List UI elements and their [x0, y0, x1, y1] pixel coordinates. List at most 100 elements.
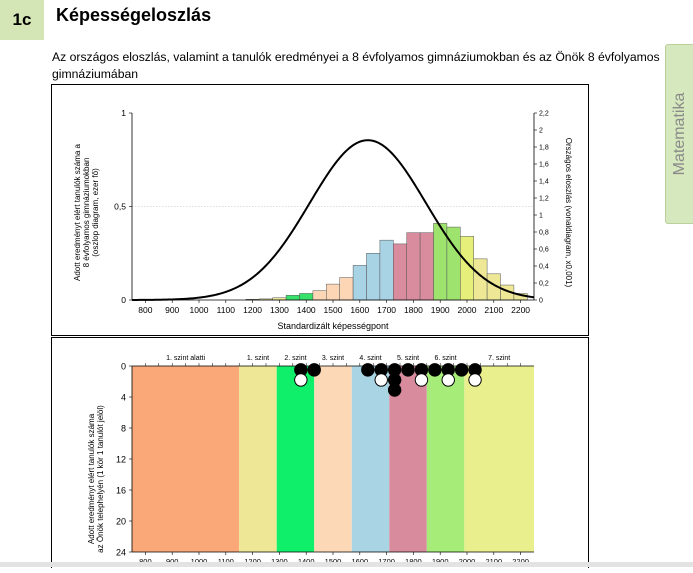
student-marker [401, 363, 415, 377]
distribution-chart-frame: 800 900 1000 1100 1200 1300 1400 1500 1600 1700 18… [51, 84, 589, 336]
x-tick-label: 1700 [378, 557, 395, 566]
y2-axis-label: Országos eloszlás (vonaldiagram, x0,001) [564, 138, 573, 288]
level-label: 1. szint [247, 355, 269, 362]
x-tick-label: 1300 [270, 305, 289, 315]
x-tick-label: 800 [139, 557, 152, 566]
y2-tick-label: 1 [539, 213, 543, 220]
y2-tick-label: 0,2 [539, 281, 549, 288]
y2-tick-label: 0 [539, 298, 543, 305]
x-tick-label: 1400 [298, 557, 315, 566]
histogram-bar [352, 265, 367, 301]
x-tick-label: 1600 [351, 557, 368, 566]
level-label: 6. szint [434, 355, 456, 362]
y2-tick-label: 0,8 [539, 230, 549, 237]
x-tick-label: 1300 [271, 557, 288, 566]
x-tick-label: 2200 [511, 305, 530, 315]
subject-tab[interactable]: Matematika [665, 44, 693, 224]
histogram-bar [326, 283, 340, 301]
y-axis-label-line: (oszlop diagram, ezer fő) [91, 168, 100, 257]
y2-tick-label: 1,8 [539, 145, 549, 152]
x-tick-label: 2000 [459, 557, 476, 566]
level-band [314, 366, 352, 552]
student-marker [468, 373, 482, 387]
x-tick-label: 2200 [512, 557, 529, 566]
y-axis-label-line: Adott eredményt elért tanulók száma a [73, 143, 82, 281]
y2-tick-label: 1,6 [539, 162, 549, 169]
histogram-bar [366, 253, 381, 301]
y-tick-label: 0 [121, 295, 126, 305]
y-tick-label: 0,5 [114, 202, 126, 212]
x-tick-label: 1000 [191, 557, 208, 566]
students-chart-frame: 1. szint alatti 1. szint 2. szint 3. szint 4… [51, 337, 589, 568]
student-marker [374, 373, 388, 387]
level-label: 7. szint [488, 355, 510, 362]
x-axis-label: Standardizált képességpont [277, 321, 389, 331]
student-marker [454, 363, 469, 377]
histogram-bar [339, 277, 354, 301]
x-tick-label: 1800 [405, 557, 422, 566]
x-tick-label: 900 [166, 557, 179, 566]
level-band [389, 366, 427, 552]
histogram-bar [379, 239, 394, 301]
x-tick-label: 900 [165, 305, 179, 315]
level-band [132, 366, 240, 552]
student-marker [387, 383, 402, 397]
y-axis-label-line: az Önök telephelyén (1 kör 1 tanulót jel… [96, 405, 105, 553]
x-tick-label: 1700 [377, 305, 396, 315]
level-label: 3. szint [322, 355, 344, 362]
x-tick-label: 1400 [297, 305, 316, 315]
level-label: 5. szint [397, 355, 419, 362]
level-label: 4. szint [359, 355, 381, 362]
student-marker [428, 363, 442, 377]
student-marker [307, 363, 321, 377]
y-tick-label: 4 [121, 393, 126, 403]
y-tick-label: 1 [121, 108, 126, 118]
histogram-bar [419, 232, 434, 301]
y2-tick-label: 2,2 [539, 111, 549, 118]
page-title: Képességeloszlás [56, 5, 212, 25]
y2-tick-label: 1,4 [539, 179, 549, 186]
student-marker [441, 373, 455, 387]
y-tick-label: 24 [116, 548, 126, 558]
student-marker [294, 373, 308, 387]
y2-tick-label: 2 [539, 128, 543, 135]
y-axis-label-line: Adott eredményt elért tanulók száma [87, 413, 96, 544]
x-tick-label: 1500 [324, 305, 343, 315]
x-tick-label: 1000 [190, 305, 209, 315]
x-tick-label: 1200 [244, 557, 261, 566]
page-subtitle: Az országos eloszlás, valamint a tanulók… [52, 50, 660, 81]
level-label: 2. szint [284, 355, 306, 362]
y-tick-label: 0 [121, 362, 126, 372]
x-tick-label: 1200 [243, 305, 262, 315]
y-tick-label: 20 [116, 517, 126, 527]
level-band [351, 366, 390, 552]
histogram-bar [406, 232, 421, 301]
histogram-bar [285, 295, 300, 301]
student-marker [414, 373, 429, 387]
x-tick-label: 1500 [325, 557, 342, 566]
y2-tick-label: 0,6 [539, 247, 549, 254]
histogram-bar [312, 290, 327, 301]
distribution-curve-line [131, 139, 535, 301]
x-tick-label: 2100 [484, 305, 503, 315]
section-badge: 1c [0, 0, 44, 40]
level-band [276, 366, 315, 552]
y-tick-label: 12 [116, 455, 126, 465]
students-chart: 1. szint alatti 1. szint 2. szint 3. szint 4… [87, 355, 534, 566]
x-tick-label: 1900 [432, 557, 449, 566]
level-label: 1. szint alatti [166, 355, 205, 362]
x-tick-label: 1100 [217, 305, 236, 315]
footer-bar [0, 562, 693, 567]
subject-tab-label: Matematika [671, 92, 688, 176]
student-marker [361, 363, 375, 377]
y-tick-label: 8 [121, 424, 126, 434]
top-ticks [145, 363, 521, 366]
x-tick-label: 1600 [350, 305, 369, 315]
x-tick-label: 1800 [404, 305, 423, 315]
histogram-bar [299, 293, 314, 301]
level-band [239, 366, 277, 552]
y2-tick-label: 1,2 [539, 196, 549, 203]
level-band [426, 366, 465, 552]
distribution-chart: 800 900 1000 1100 1200 1300 1400 1500 1600 1700 18… [73, 108, 573, 331]
y2-tick-label: 0,4 [539, 264, 549, 271]
